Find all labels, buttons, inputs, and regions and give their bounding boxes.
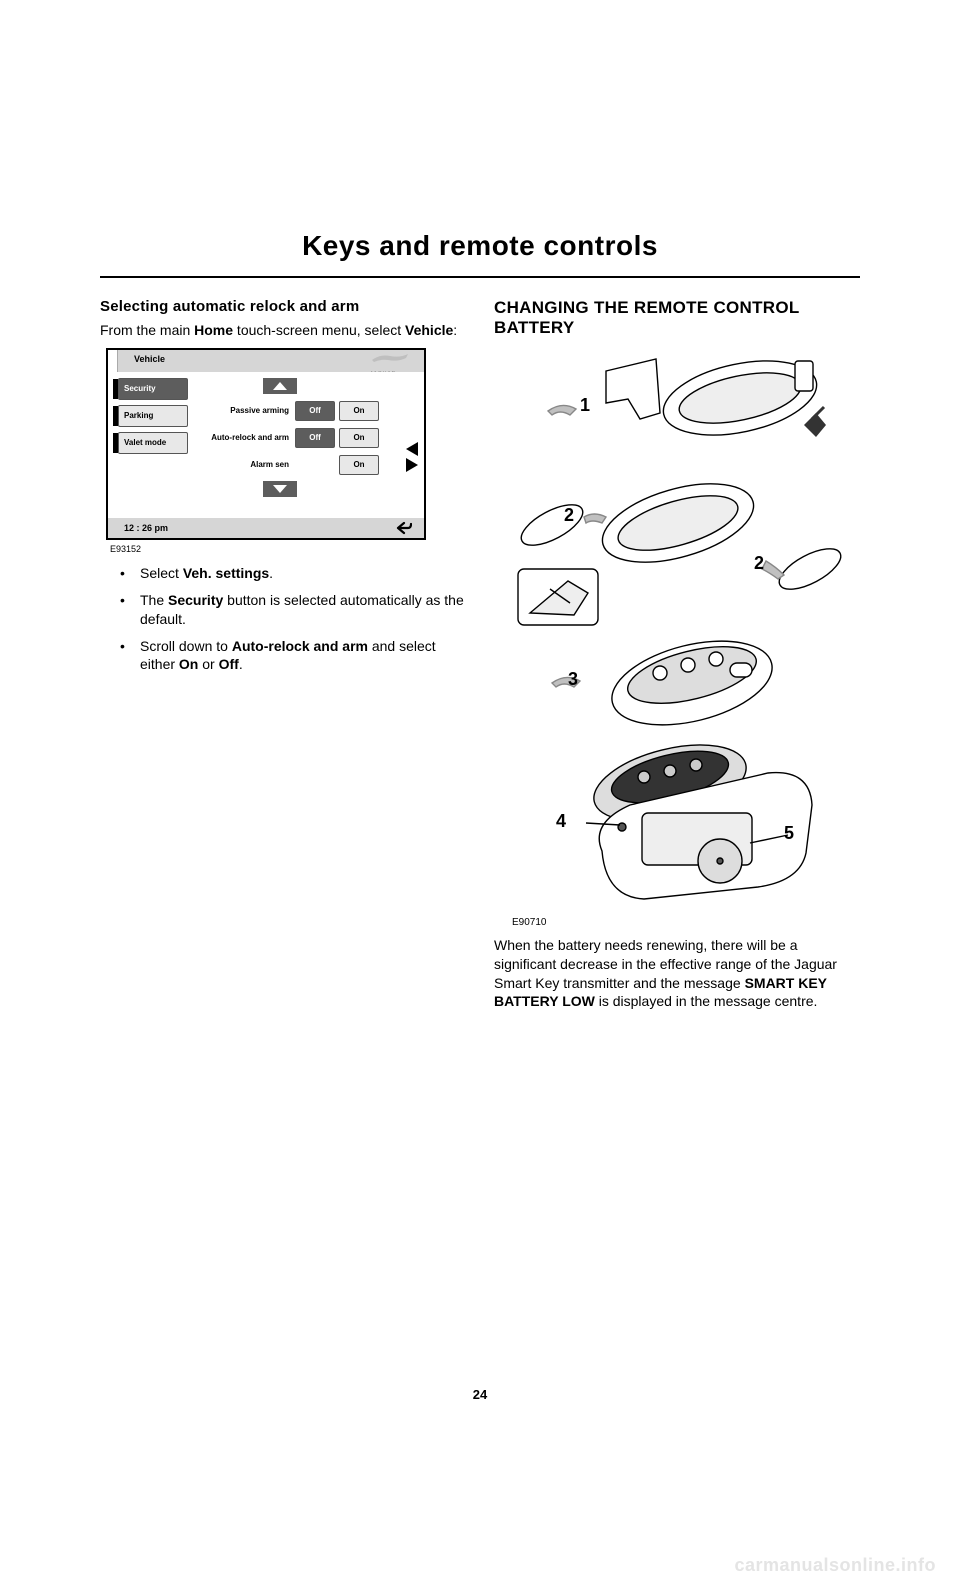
two-column-layout: Selecting automatic relock and arm From … bbox=[100, 298, 860, 1015]
left-column: Selecting automatic relock and arm From … bbox=[100, 298, 466, 1015]
smart-key-illustration-icon bbox=[510, 353, 850, 918]
b1-bold: Veh. settings bbox=[183, 565, 269, 581]
bullet-3: Scroll down to Auto-relock and arm and s… bbox=[120, 637, 466, 675]
scroll-down-button[interactable] bbox=[263, 481, 297, 497]
callout-2b: 2 bbox=[754, 553, 764, 574]
intro-mid: touch-screen menu, select bbox=[233, 322, 405, 338]
bullet-1: Select Veh. settings. bbox=[120, 564, 466, 583]
chevron-up-icon bbox=[273, 382, 287, 390]
touchscreen-footer: 12 : 26 pm bbox=[108, 518, 424, 538]
b1-pre: Select bbox=[140, 565, 183, 581]
intro-vehicle-bold: Vehicle bbox=[405, 322, 453, 338]
auto-relock-subheading: Selecting automatic relock and arm bbox=[100, 298, 466, 315]
touchscreen-figure: Vehicle JAGUAR Security Parking Valet mo… bbox=[106, 348, 426, 540]
callout-2a: 2 bbox=[564, 505, 574, 526]
callout-3: 3 bbox=[568, 669, 578, 690]
page-title: Keys and remote controls bbox=[0, 230, 960, 262]
tab-security[interactable]: Security bbox=[118, 378, 188, 400]
row-alarm-sen: Alarm sen On bbox=[203, 454, 416, 476]
touchscreen-title: Vehicle bbox=[134, 354, 165, 364]
row-passive-arming: Passive arming Off On bbox=[203, 400, 416, 422]
auto-relock-off-button[interactable]: Off bbox=[295, 428, 335, 448]
jaguar-logo-icon: JAGUAR bbox=[370, 352, 410, 366]
touchscreen-figure-ref: E93152 bbox=[110, 544, 466, 554]
row-label-passive-arming: Passive arming bbox=[203, 407, 295, 415]
row-auto-relock: Auto-relock and arm Off On bbox=[203, 427, 416, 449]
b3-post: . bbox=[239, 656, 243, 672]
b3-bold3: Off bbox=[219, 656, 239, 672]
callout-1: 1 bbox=[580, 395, 590, 416]
intro-post: : bbox=[453, 322, 457, 338]
touchscreen-tabs: Security Parking Valet mode bbox=[118, 378, 188, 459]
chevron-down-icon bbox=[273, 485, 287, 493]
b2-bold: Security bbox=[168, 592, 223, 608]
intro-text: From the main Home touch-screen menu, se… bbox=[100, 321, 466, 340]
touchscreen-time: 12 : 26 pm bbox=[124, 523, 168, 533]
scroll-up-button[interactable] bbox=[263, 378, 297, 394]
touchscreen-header: Vehicle JAGUAR bbox=[108, 350, 424, 372]
touchscreen-body: Security Parking Valet mode Passive armi… bbox=[108, 372, 424, 518]
side-arrow-icons bbox=[406, 442, 418, 472]
auto-relock-on-button[interactable]: On bbox=[339, 428, 379, 448]
bullet-2: The Security button is selected automati… bbox=[120, 591, 466, 629]
bullet-list: Select Veh. settings. The Security butto… bbox=[120, 564, 466, 674]
touchscreen-list: Passive arming Off On Auto-relock and ar… bbox=[203, 378, 416, 503]
b2-pre: The bbox=[140, 592, 168, 608]
row-label-auto-relock: Auto-relock and arm bbox=[203, 434, 295, 442]
b3-mid2: or bbox=[198, 656, 218, 672]
b3-pre: Scroll down to bbox=[140, 638, 232, 654]
left-strip-icon bbox=[108, 350, 118, 372]
header-rule bbox=[100, 276, 860, 278]
right-column: CHANGING THE REMOTE CONTROL BATTERY bbox=[494, 298, 860, 1015]
alarm-sen-on-button[interactable]: On bbox=[339, 455, 379, 475]
page: Keys and remote controls Selecting autom… bbox=[0, 230, 960, 1588]
intro-home-bold: Home bbox=[194, 322, 233, 338]
back-icon[interactable] bbox=[396, 521, 412, 538]
row-label-alarm-sen: Alarm sen bbox=[203, 461, 295, 469]
battery-body-post: is displayed in the message centre. bbox=[595, 993, 818, 1009]
battery-figure-ref: E90710 bbox=[512, 917, 546, 928]
side-arrow-right-icon bbox=[406, 458, 418, 472]
callout-4: 4 bbox=[556, 811, 566, 832]
callout-5: 5 bbox=[784, 823, 794, 844]
passive-arming-off-button[interactable]: Off bbox=[295, 401, 335, 421]
b1-post: . bbox=[269, 565, 273, 581]
tab-parking[interactable]: Parking bbox=[118, 405, 188, 427]
b3-bold2: On bbox=[179, 656, 198, 672]
battery-section-heading: CHANGING THE REMOTE CONTROL BATTERY bbox=[494, 298, 860, 339]
intro-pre: From the main bbox=[100, 322, 194, 338]
passive-arming-on-button[interactable]: On bbox=[339, 401, 379, 421]
side-arrow-left-icon bbox=[406, 442, 418, 456]
page-number: 24 bbox=[0, 1387, 960, 1402]
tab-valet-mode[interactable]: Valet mode bbox=[118, 432, 188, 454]
battery-figure: 1 2 2 3 4 5 E90710 bbox=[510, 353, 850, 928]
battery-body-text: When the battery needs renewing, there w… bbox=[494, 936, 860, 1012]
watermark-text: carmanualsonline.info bbox=[734, 1555, 936, 1576]
b3-bold: Auto-relock and arm bbox=[232, 638, 368, 654]
